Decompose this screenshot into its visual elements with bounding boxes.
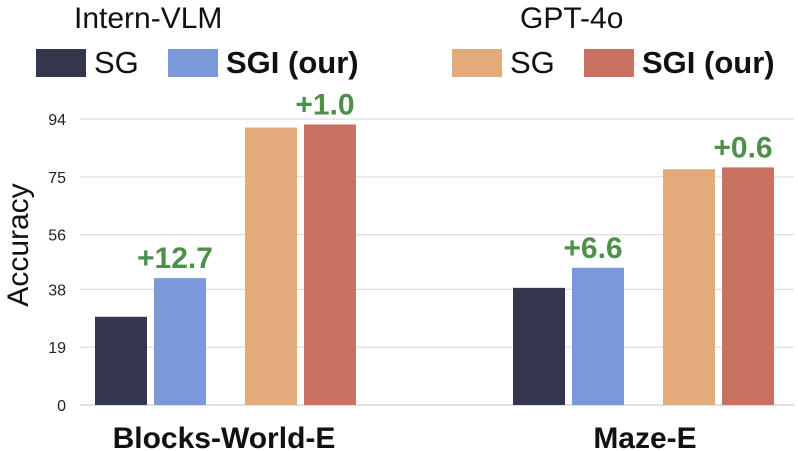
y-tick-label-0: 0 xyxy=(57,398,66,415)
bar-1-2 xyxy=(663,169,715,405)
y-tick-label-94: 94 xyxy=(48,112,66,129)
delta-label-3: +0.6 xyxy=(713,131,772,164)
legend-swatch-gpt-sgi xyxy=(584,49,634,77)
delta-label-1: +1.0 xyxy=(295,88,354,121)
y-tick-label-56: 56 xyxy=(48,228,66,245)
bar-1-1 xyxy=(572,267,624,405)
legend-group-title-intern-vlm: Intern-VLM xyxy=(74,2,223,35)
legend-item-intern-sg: SG xyxy=(36,45,139,81)
bar-0-0 xyxy=(95,316,147,405)
bar-0-2 xyxy=(245,127,297,405)
y-axis-ticks: 0 19 38 56 75 94 xyxy=(48,112,66,415)
delta-label-2: +6.6 xyxy=(563,232,622,265)
y-axis-label: Accuracy xyxy=(2,183,35,306)
legend-label-gpt-sg: SG xyxy=(510,45,555,80)
category-label-1: Maze-E xyxy=(593,422,696,451)
legend-item-gpt-sgi: SGI (our) xyxy=(584,45,775,81)
legend-label-gpt-sgi: SGI (our) xyxy=(642,45,775,80)
category-label-0: Blocks-World-E xyxy=(113,422,336,451)
y-tick-label-75: 75 xyxy=(48,170,66,187)
legend-label-intern-sg: SG xyxy=(94,45,139,80)
bar-0-3 xyxy=(304,124,356,405)
legend-item-gpt-sg: SG xyxy=(452,45,555,81)
bar-annotations: +12.7 +1.0 +6.6 +0.6 xyxy=(137,88,773,275)
legend-group-title-gpt4o: GPT-4o xyxy=(520,2,624,35)
legend-label-intern-sgi: SGI (our) xyxy=(226,45,359,80)
y-tick-label-38: 38 xyxy=(48,282,66,299)
legend-swatch-intern-sg xyxy=(36,49,86,77)
bars xyxy=(95,124,774,405)
bar-1-0 xyxy=(513,287,565,405)
bar-1-3 xyxy=(722,167,774,405)
bar-0-1 xyxy=(154,278,206,405)
legend-swatch-gpt-sg xyxy=(452,49,502,77)
legend-swatch-intern-sgi xyxy=(168,49,218,77)
delta-label-0: +12.7 xyxy=(137,242,213,275)
y-tick-label-19: 19 xyxy=(48,340,66,357)
legend-item-intern-sgi: SGI (our) xyxy=(168,45,359,81)
x-axis-categories: Blocks-World-E Maze-E xyxy=(113,422,697,451)
